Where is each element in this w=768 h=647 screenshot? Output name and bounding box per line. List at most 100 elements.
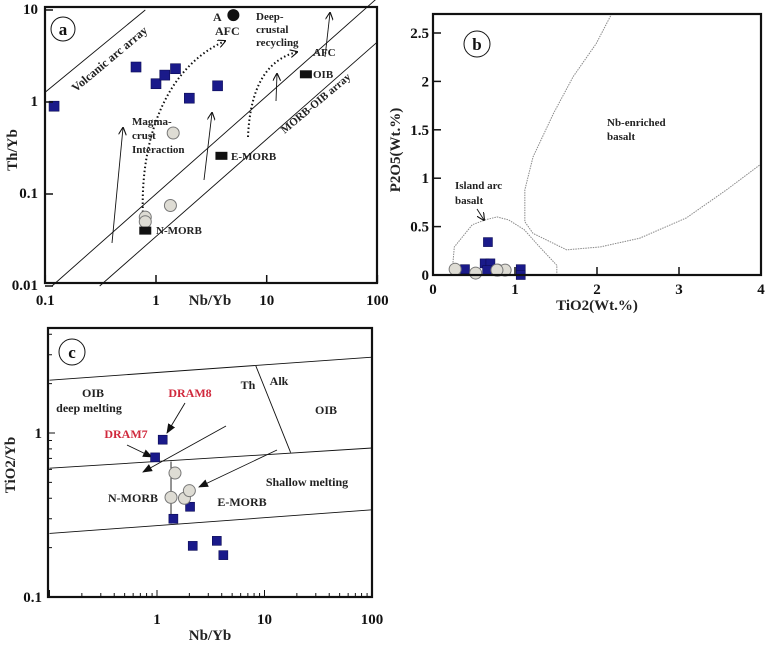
y-tick-label: 0.5 [410, 220, 429, 236]
y-tick-label: 2.5 [410, 26, 429, 42]
panel-b: 0 1 2 3 4 0 0.5 1 1.5 2 2.5 b Nb-enriched basalt I… [388, 12, 765, 314]
x-tick-label: 2 [593, 282, 601, 298]
sample-square-point [185, 501, 195, 512]
trend-arrow [276, 74, 277, 102]
sample-square-point [482, 265, 492, 275]
dram8-label: DRAM8 [168, 386, 211, 400]
shallow-melting-label: Shallow melting [266, 475, 348, 489]
y-tick-label: 2 [422, 74, 430, 90]
sample-circle-point [469, 266, 483, 280]
trend-arrow [203, 113, 212, 181]
x-tick-label: 10 [257, 612, 272, 628]
sample-square-point [157, 434, 168, 445]
nb-enriched-basalt-label: basalt [607, 131, 635, 143]
dram8-arrow [166, 402, 186, 434]
panel-c-plot-frame [46, 326, 374, 599]
afc-dotted-trend [141, 41, 225, 217]
sample-circle-point [164, 490, 178, 504]
y-tick-label: 0.1 [19, 186, 38, 202]
island-arc-basalt-label: basalt [455, 195, 483, 207]
magma-crust-label: Interaction [132, 144, 185, 156]
panel-b-plot-frame [431, 12, 763, 277]
x-tick-label: 10 [259, 293, 274, 309]
morb-oib-upper-line [51, 0, 376, 287]
sample-square-point [150, 452, 160, 463]
magma-crust-label: crust [132, 130, 156, 142]
y-tick-label: 1 [422, 171, 430, 187]
y-tick-label: 0 [422, 268, 430, 284]
reference-composition-point [215, 151, 228, 160]
panel-a-arrows [111, 13, 330, 244]
y-axis-label: TiO2/Yb [3, 437, 19, 493]
panel-c-ticks: 1 10 100 0.1 1 [23, 333, 384, 628]
oib-label: OIB [315, 403, 337, 417]
y-tick-label: 1 [35, 426, 43, 442]
panel-c: 1 10 100 0.1 1 c OIB deep melting DRAM8 DRAM… [3, 326, 384, 644]
th-alk-divider-line [255, 365, 292, 453]
lower-boundary-line [49, 509, 373, 534]
sample-circle-point [490, 263, 504, 277]
reference-composition-point [299, 70, 312, 79]
sample-square-point [460, 264, 470, 274]
trend-arrow [324, 13, 330, 58]
trend-arrow [142, 425, 227, 473]
x-tick-label: 1 [152, 293, 160, 309]
panel-b-ticks: 0 1 2 3 4 0 0.5 1 1.5 2 2.5 [410, 26, 765, 298]
panel-label: a [59, 20, 68, 39]
y-tick-label: 1 [31, 94, 39, 110]
island-arc-pointer-arrow [476, 208, 484, 220]
oib-label: OIB [313, 69, 334, 81]
x-tick-label: 100 [361, 612, 384, 628]
panel-a-data-points [48, 9, 312, 235]
deep-crustal-label: Deep- [256, 11, 284, 23]
e-morb-label: E-MORB [217, 495, 266, 509]
panel-label-circle [50, 16, 76, 42]
x-axis-label: Nb/Yb [189, 628, 232, 644]
sample-square-point [48, 100, 60, 112]
alk-label: Alk [270, 374, 289, 388]
sample-square-point [212, 536, 222, 546]
dram7-arrow [126, 444, 153, 458]
x-axis-label: Nb/Yb [189, 293, 232, 309]
y-tick-label: 0.01 [12, 278, 38, 294]
th-label: Th [241, 378, 256, 392]
volcanic-arc-array-label: Volcanic arc array [69, 23, 151, 95]
panel-a-plot-frame [43, 5, 379, 285]
sample-square-point [187, 541, 198, 551]
x-tick-label: 1 [153, 612, 161, 628]
afc-label: AFC [215, 24, 240, 38]
sample-square-point [170, 63, 181, 75]
sample-square-point [168, 513, 179, 524]
sample-circle-point [166, 126, 180, 140]
sample-circle-point [168, 466, 182, 480]
a-label: A [213, 10, 222, 24]
trend-arrow [111, 128, 123, 244]
oib-deep-melting-label: deep melting [56, 401, 122, 415]
panel-label: b [472, 35, 481, 54]
x-tick-label: 0.1 [36, 293, 55, 309]
panel-c-reference-lines [49, 356, 373, 534]
x-axis-label: TiO2(Wt.%) [556, 298, 638, 314]
panel-b-data-points [448, 237, 526, 280]
panel-a-reference-lines [45, 0, 378, 287]
x-tick-label: 3 [675, 282, 683, 298]
sample-circle-point [163, 198, 177, 212]
sample-circle-point [448, 262, 462, 276]
island-arc-basalt-field-boundary [451, 216, 558, 276]
upper-boundary-line [49, 356, 373, 381]
oib-deep-melting-label: OIB [82, 386, 104, 400]
reference-a-point [227, 9, 240, 22]
panel-label: c [68, 343, 76, 362]
sample-square-point [159, 69, 171, 81]
sample-circle-point [138, 215, 152, 229]
reference-composition-point [139, 226, 152, 235]
n-morb-label: N-MORB [156, 225, 202, 237]
x-tick-label: 0 [429, 282, 437, 298]
sample-square-point [130, 61, 142, 73]
middle-boundary-line [49, 447, 373, 469]
panel-c-arrows [126, 402, 278, 488]
panel-b-fields [451, 13, 761, 276]
y-tick-label: 10 [23, 2, 38, 18]
